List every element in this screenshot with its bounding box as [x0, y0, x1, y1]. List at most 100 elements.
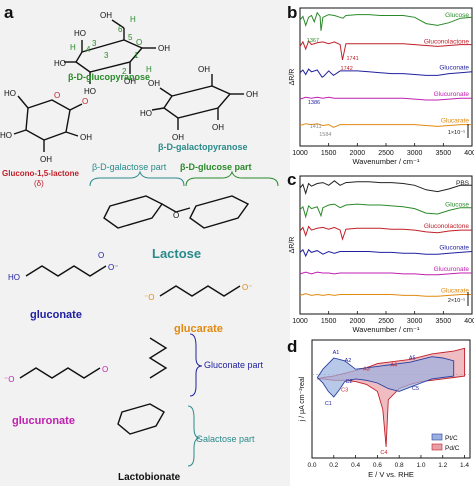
- glucuronate-chain: [19, 367, 101, 379]
- series-label-glucuronate: Glucuronate: [434, 91, 470, 98]
- series-line-glucose: [299, 203, 472, 219]
- svg-text:O: O: [98, 251, 104, 260]
- glucuronate-labels: ⁻O O: [4, 365, 108, 384]
- series-line-gluconate: [299, 68, 473, 78]
- lactose-name: Lactose: [152, 246, 201, 261]
- chart-c: 1000 1500 2000 2500 3000 3500 4000 Wavenumber /…: [289, 175, 474, 334]
- x-tick-label: 1500: [321, 150, 337, 157]
- panel-c-label: c: [287, 170, 296, 189]
- x-axis-label: Wavenumber / cm⁻¹: [352, 325, 420, 334]
- x-tick-label: 0.4: [351, 462, 360, 469]
- svg-text:O⁻: O⁻: [108, 263, 118, 272]
- gluconate-part-label: Gluconate part: [204, 360, 264, 370]
- peak-label-c2: C2: [346, 379, 353, 385]
- lactobionate-ring: [117, 403, 165, 435]
- x-tick-label: 0.6: [373, 462, 382, 469]
- galactose-part-label: β-D-galactose part: [92, 162, 167, 172]
- svg-text:H: H: [146, 65, 152, 74]
- svg-text:HO: HO: [0, 131, 12, 140]
- x-tick-label: 3500: [436, 318, 452, 325]
- x-tick-label: 0.8: [395, 462, 404, 469]
- x-tick-label: 1000: [292, 150, 308, 157]
- gluconate-name: gluconate: [30, 309, 82, 321]
- x-tick-label: 2500: [378, 318, 394, 325]
- glucopyranose-name: β-D-glucopyranose: [68, 72, 150, 82]
- glucose-part-label: β-D-glucose part: [180, 162, 252, 172]
- peak-label-a5: A5: [409, 355, 416, 361]
- series-line-glucarate: [299, 123, 472, 128]
- scale-bar-label: 2×10⁻¹: [448, 298, 465, 304]
- annotation-1742: 1742: [341, 66, 353, 72]
- annotation-1367: 1367: [307, 38, 319, 44]
- x-tick-label: 0.0: [307, 462, 316, 469]
- x-tick-label: 4000: [464, 318, 474, 325]
- glucopyranose-labels: OH HO HO HO OH OH O 5 6 4 3 1 3 2 H H H: [54, 11, 170, 96]
- svg-text:OH: OH: [158, 44, 170, 53]
- gluconate-labels: HO O⁻ O: [8, 251, 118, 282]
- svg-text:OH: OH: [212, 123, 224, 132]
- chart-b: 1000 1500 2000 2500 3000 3500 4000 Wavenumber /…: [289, 7, 474, 166]
- galactopyranose-structure: [151, 74, 244, 130]
- x-tick-label: 4000: [464, 150, 474, 157]
- series-label-glucarate: Glucarate: [441, 287, 470, 294]
- lactose-structure: [103, 195, 250, 229]
- lactobionate-chain: [148, 337, 168, 379]
- series-label-glucose: Glucose: [445, 12, 469, 19]
- svg-text:HO: HO: [74, 29, 86, 38]
- panel-b-label: b: [287, 3, 297, 22]
- series-label-gluconate: Gluconate: [439, 244, 469, 251]
- gluconate-part-brace: [189, 333, 203, 397]
- svg-text:H: H: [70, 43, 76, 52]
- svg-text:O⁻: O⁻: [242, 283, 252, 292]
- svg-text:HO: HO: [8, 273, 20, 282]
- x-tick-label: 1.4: [460, 462, 469, 469]
- series-label-gluconolactone: Gluconolactone: [424, 38, 470, 45]
- x-tick-label: 1.0: [416, 462, 425, 469]
- svg-text:OH: OH: [198, 65, 210, 74]
- panel-a-label: a: [4, 3, 14, 22]
- svg-text:O: O: [54, 91, 60, 100]
- galactopyranose-name: β-D-galactopyranose: [158, 142, 248, 152]
- series-line-gluconate: [299, 248, 473, 258]
- galactose-part2-label: Galactose part: [196, 434, 255, 444]
- galactopyranose-labels: OH OH HO OH OH OH: [140, 65, 258, 142]
- galactose-part-brace: [89, 170, 185, 187]
- lactone-delta: (δ): [34, 179, 44, 188]
- svg-text:OH: OH: [148, 79, 160, 88]
- x-tick-label: 3000: [407, 150, 423, 157]
- series-label-gluconate: Gluconate: [439, 65, 469, 72]
- series-label-glucarate: Glucarate: [441, 117, 470, 124]
- svg-text:HO: HO: [54, 59, 66, 68]
- lactose-bridge-o: O: [173, 211, 179, 220]
- x-tick-label: 1500: [321, 318, 337, 325]
- series-line-glucuronate: [299, 96, 472, 101]
- peak-label-c4: C4: [380, 450, 387, 456]
- svg-text:OH: OH: [40, 155, 52, 164]
- scale-bar-label: 1×10⁻¹: [448, 130, 465, 136]
- x-axis-label: E / V vs. RHE: [368, 470, 414, 479]
- x-tick-label: 3000: [407, 318, 423, 325]
- svg-text:O: O: [102, 365, 108, 374]
- svg-text:2: 2: [122, 67, 127, 76]
- peak-label-a3: A3: [363, 367, 370, 373]
- series-line-pbs: [299, 180, 472, 196]
- svg-text:1: 1: [134, 51, 139, 60]
- x-axis-label: Wavenumber / cm⁻¹: [352, 157, 420, 166]
- x-tick-label: 1000: [292, 318, 308, 325]
- svg-text:3: 3: [104, 51, 109, 60]
- svg-text:4: 4: [86, 45, 91, 54]
- glucarate-name: glucarate: [174, 323, 223, 335]
- svg-text:HO: HO: [4, 89, 16, 98]
- svg-text:⁻O: ⁻O: [144, 293, 154, 302]
- series-label-glucose: Glucose: [445, 201, 469, 208]
- peak-label-a4: A4: [390, 362, 397, 368]
- annotation-1741: 1741: [346, 56, 358, 62]
- annotation-1411: 1411: [310, 124, 322, 130]
- svg-text:⁻O: ⁻O: [4, 375, 14, 384]
- y-axis-label: j / μA cm⁻²real: [299, 376, 306, 422]
- svg-text:OH: OH: [172, 133, 184, 142]
- legend-swatch-pt-c: [431, 433, 443, 441]
- lactone-name: Glucono-1,5-lactone: [2, 169, 79, 178]
- peak-label-c1: C1: [325, 401, 332, 407]
